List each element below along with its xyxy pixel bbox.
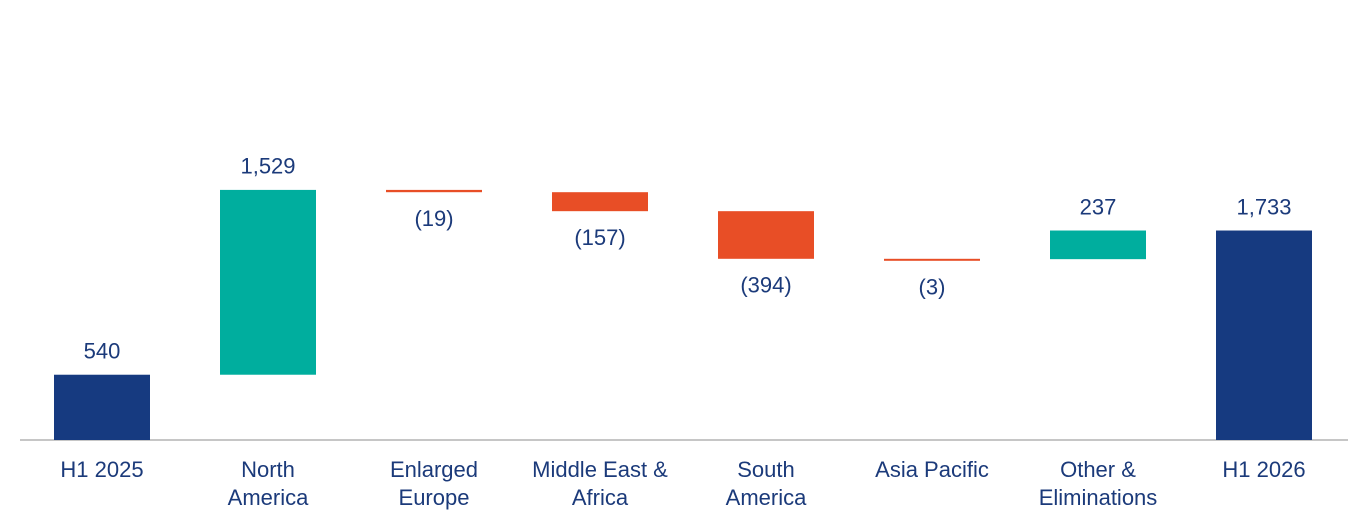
bar <box>220 189 316 375</box>
value-label: (157) <box>574 225 625 250</box>
value-label: (3) <box>919 275 946 300</box>
value-label: 1,529 <box>240 154 295 179</box>
x-tick-label: H1 2025 <box>60 457 144 482</box>
bar <box>718 211 814 259</box>
bar <box>1216 230 1312 440</box>
value-label: 540 <box>84 339 121 364</box>
value-label: 1,733 <box>1236 194 1291 219</box>
x-tick-label: South America <box>725 457 807 510</box>
x-tick-label: North America <box>227 457 309 510</box>
x-tick-label: Other & Eliminations <box>1038 457 1158 510</box>
bar <box>552 192 648 212</box>
value-label: 237 <box>1080 194 1117 219</box>
value-label: (19) <box>414 206 453 231</box>
x-tick-label: Middle East & Africa <box>532 457 668 510</box>
value-label: (394) <box>740 273 791 298</box>
bar <box>386 189 482 193</box>
x-tick-label: Enlarged Europe <box>389 457 479 510</box>
x-tick-label: Asia Pacific <box>875 457 989 482</box>
bar <box>884 258 980 261</box>
bar <box>54 374 150 440</box>
bar <box>1050 230 1146 260</box>
x-tick-label: H1 2026 <box>1222 457 1306 482</box>
